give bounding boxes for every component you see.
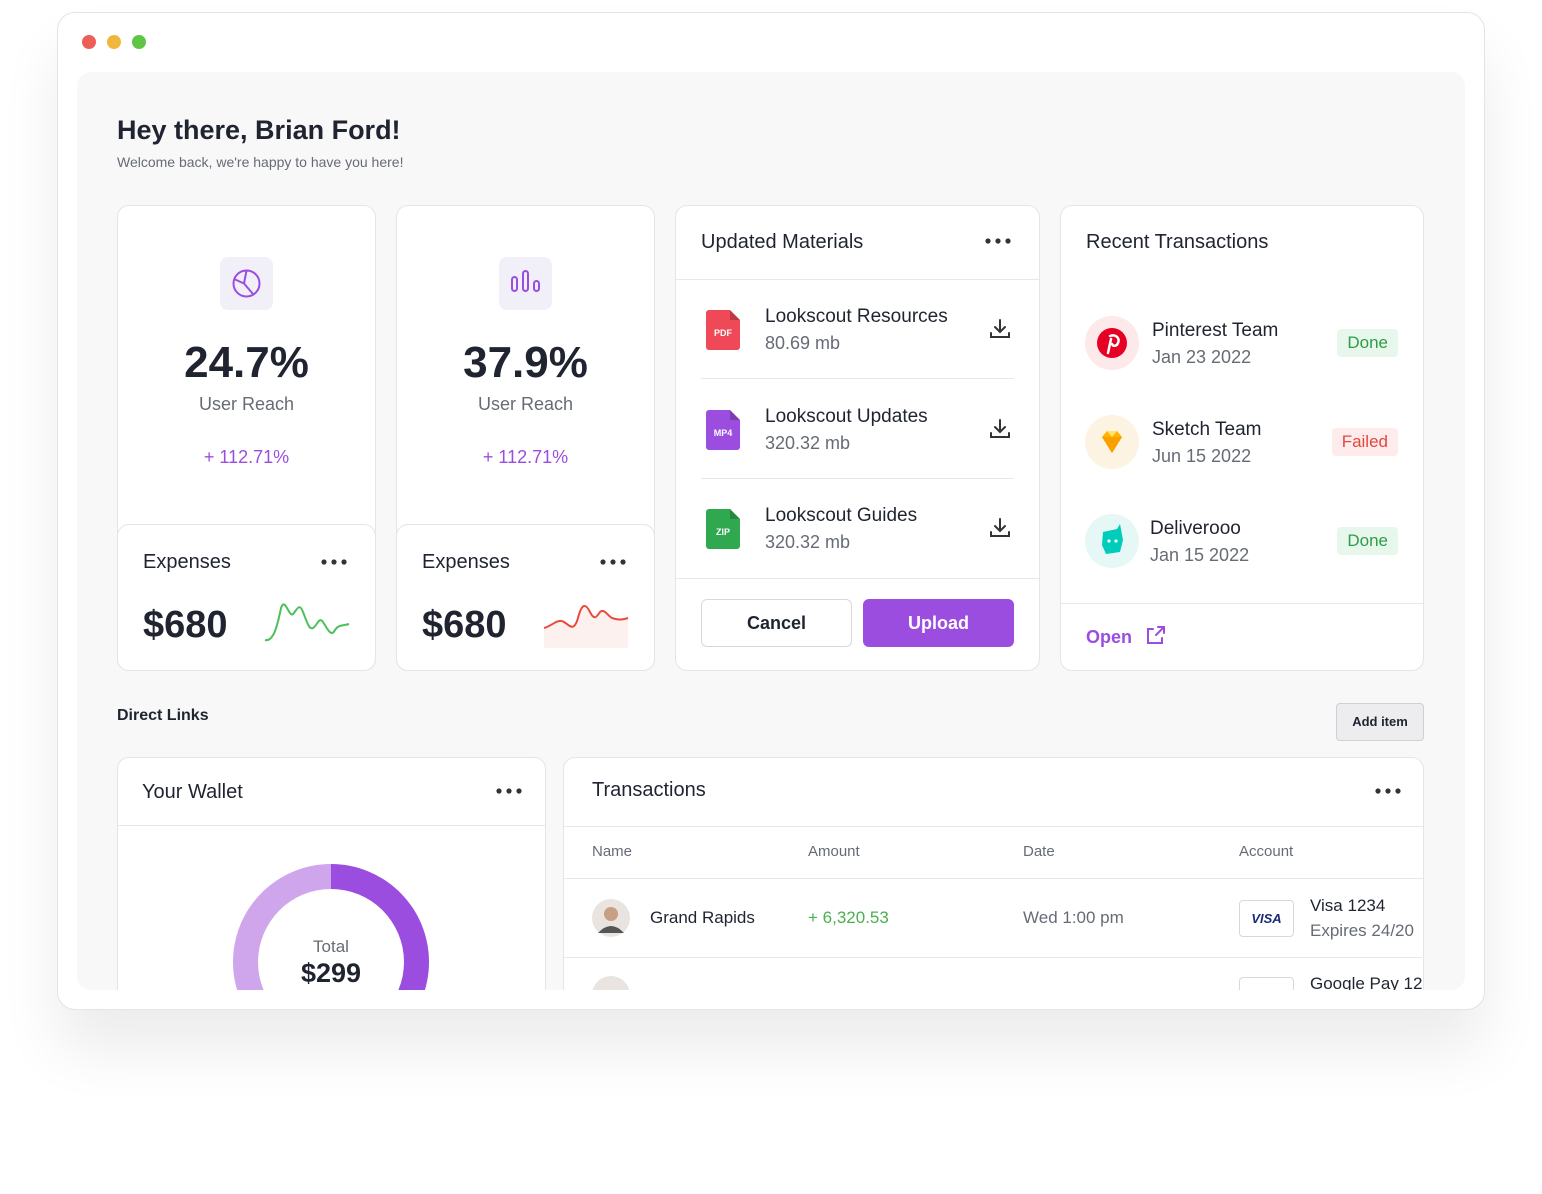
stat-value: 37.9% [463, 338, 588, 387]
divider [1061, 603, 1423, 604]
stat-value: 24.7% [184, 338, 309, 387]
upload-button[interactable]: Upload [863, 599, 1014, 647]
column-header: Name [592, 843, 633, 860]
row-name: Grand Rapids [650, 908, 755, 927]
sparkline [543, 605, 629, 648]
transaction-rows: Grand Rapids + 6,320.53 Wed 1:00 pm VISA… [563, 880, 1423, 993]
transaction-date: Jan 23 2022 [1152, 347, 1252, 367]
card-title: Transactions [592, 779, 706, 801]
file-icon [706, 409, 740, 450]
divider [676, 279, 1039, 280]
file-size: 320.32 mb [765, 532, 851, 552]
file-size: 320.32 mb [765, 432, 851, 453]
external-icon[interactable] [1144, 625, 1166, 647]
transactions-card [563, 757, 1424, 990]
section-title: Direct Links [117, 707, 209, 724]
total-label: Total [313, 937, 349, 956]
sparkline [264, 603, 350, 642]
status-badge: Done [1337, 329, 1398, 357]
file-icon [706, 509, 740, 549]
stat-label: User Reach [477, 394, 574, 414]
open-link[interactable]: Open [1086, 627, 1133, 647]
more-menu[interactable] [495, 786, 523, 796]
avatar [592, 976, 630, 990]
greeting: Hey there, Brian Ford! [117, 115, 401, 145]
card-title: Recent Transactions [1086, 231, 1269, 253]
company-name: Pinterest Team [1152, 320, 1279, 341]
transaction-date: Jan 15 2022 [1150, 545, 1250, 565]
avatar [592, 899, 630, 937]
row-date: Wed 1:00 pm [1023, 908, 1124, 927]
card-logo: VISA [1239, 900, 1294, 937]
column-header: Account [1239, 843, 1294, 860]
expenses-card [396, 524, 655, 671]
company-logo [1085, 514, 1139, 568]
stat-icon [220, 257, 273, 310]
download-icon[interactable] [988, 317, 1012, 341]
total-value: $299 [300, 958, 362, 988]
column-header: Amount [808, 843, 860, 860]
transaction-date: Jun 15 2022 [1152, 446, 1252, 466]
donut [233, 864, 429, 990]
stat-label: User Reach [198, 394, 295, 414]
card-title: Updated Materials [701, 231, 864, 253]
divider [564, 878, 1423, 879]
stat-change: + 112.71% [203, 447, 290, 467]
expenses-amount: $680 [143, 604, 228, 646]
row-account: Google Pay 12 [1310, 974, 1423, 993]
more-menu[interactable] [599, 557, 627, 567]
file-name: Lookscout Guides [765, 505, 918, 526]
company-logo [1085, 316, 1139, 370]
window-controls[interactable] [80, 33, 150, 51]
divider [676, 578, 1039, 579]
file-icon [706, 310, 740, 350]
row-expires: Expires 24/20 [1310, 921, 1414, 940]
card-title: Your Wallet [142, 781, 243, 803]
divider [701, 477, 1014, 479]
company-name: Deliverooo [1150, 518, 1241, 539]
divider [118, 825, 545, 826]
company-name: Sketch Team [1152, 419, 1262, 440]
row-amount: + 6,320.53 [808, 908, 889, 927]
expenses-title: Expenses [422, 551, 510, 573]
column-header: Date [1023, 843, 1055, 860]
file-name: Lookscout Resources [765, 306, 948, 327]
expenses-amount: $680 [422, 604, 507, 646]
divider [701, 378, 1014, 379]
expenses-card [117, 524, 376, 671]
more-menu[interactable] [1374, 786, 1402, 796]
stat-icon [499, 257, 552, 310]
card-logo [1239, 977, 1294, 990]
subtitle: Welcome back, we're happy to have you he… [117, 154, 404, 170]
company-logo [1085, 415, 1139, 469]
more-menu[interactable] [984, 236, 1012, 246]
stat-change: + 112.71% [482, 447, 569, 467]
cancel-button[interactable]: Cancel [701, 599, 852, 647]
status-badge: Failed [1331, 428, 1398, 456]
download-icon[interactable] [988, 417, 1012, 441]
file-name: Lookscout Updates [765, 405, 928, 427]
divider [564, 957, 1422, 958]
file-size: 80.69 mb [765, 333, 841, 353]
download-icon[interactable] [988, 516, 1012, 540]
expenses-title: Expenses [143, 551, 231, 573]
file-type: ZIP [715, 527, 730, 537]
status-badge: Done [1337, 527, 1398, 555]
divider [564, 826, 1423, 827]
file-type: MP4 [713, 427, 733, 438]
file-type: PDF [714, 328, 732, 338]
more-menu[interactable] [320, 557, 348, 567]
row-account: Visa 1234 [1310, 896, 1386, 915]
add-item-button[interactable]: Add item [1336, 703, 1424, 741]
